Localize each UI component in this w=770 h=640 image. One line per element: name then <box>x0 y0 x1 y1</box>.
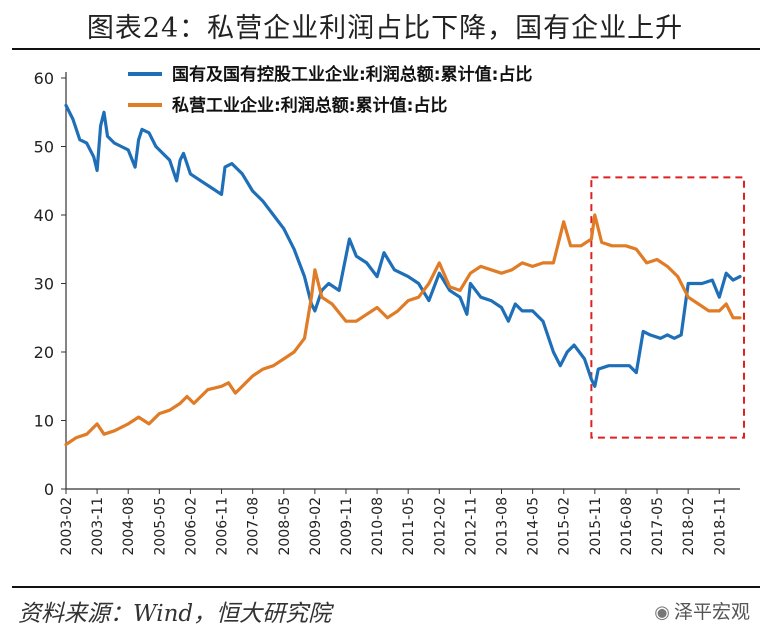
x-tick-label: 2016-08 <box>619 497 635 556</box>
x-tick-label: 2009-11 <box>339 497 355 556</box>
chart-title: 图表24：私营企业利润占比下降，国有企业上升 <box>86 13 684 44</box>
x-tick-label: 2009-02 <box>308 497 324 556</box>
x-tick-label: 2004-08 <box>121 497 137 556</box>
series-lines <box>64 103 742 447</box>
x-axis-ticks: 2003-02 2003-11 2004-08 2005-05 2006-02 2006-… <box>59 489 728 556</box>
x-tick-label: 2012-11 <box>463 497 479 555</box>
x-tick-label: 2012-02 <box>432 497 448 556</box>
chart-axes <box>65 72 740 490</box>
x-tick-label: 2006-11 <box>215 497 231 556</box>
x-tick-label: 2003-11 <box>90 497 106 556</box>
legend-label-private: 私营工业企业:利润总额:累计值:占比 <box>172 95 447 116</box>
series-line-state-owned <box>64 103 742 388</box>
x-tick-label: 2006-02 <box>183 497 199 556</box>
x-tick-label: 2011-05 <box>401 497 417 556</box>
x-tick-label: 2017-05 <box>650 497 666 556</box>
x-tick-label: 2018-11 <box>712 497 728 556</box>
source-note: 资料来源：Wind，恒大研究院 <box>18 601 332 627</box>
x-tick-label: 2010-08 <box>370 497 386 556</box>
y-tick-label: 50 <box>34 138 54 157</box>
y-tick-label: 20 <box>34 343 54 362</box>
legend-label-state: 国有及国有控股工业企业:利润总额:累计值:占比 <box>172 64 532 85</box>
y-axis-ticks: 0 10 20 30 40 50 60 <box>34 69 66 499</box>
x-tick-label: 2007-08 <box>246 497 262 556</box>
title-underline <box>12 48 760 50</box>
x-tick-label: 2005-05 <box>152 497 168 556</box>
footer-rule <box>12 586 760 588</box>
wechat-icon: ◉ <box>654 602 670 623</box>
y-tick-label: 0 <box>44 480 54 499</box>
x-tick-label: 2013-08 <box>495 497 511 556</box>
y-tick-label: 60 <box>34 69 54 88</box>
series-line-private <box>64 213 742 447</box>
x-tick-label: 2018-02 <box>681 497 697 556</box>
x-tick-label: 2003-02 <box>59 497 75 556</box>
x-tick-label: 2014-05 <box>526 497 542 556</box>
highlight-box <box>590 176 745 439</box>
y-tick-label: 10 <box>34 412 54 431</box>
y-tick-label: 40 <box>34 206 54 225</box>
watermark-text: 泽平宏观 <box>673 601 750 623</box>
x-tick-label: 2015-11 <box>588 497 604 556</box>
highlight-region <box>590 176 745 439</box>
y-tick-label: 30 <box>34 275 54 294</box>
line-chart: 0 10 20 30 40 50 60 2003-02 2003-11 2004-08 2005-… <box>34 64 745 556</box>
x-tick-label: 2015-02 <box>557 497 573 556</box>
chart-legend: 国有及国有控股工业企业:利润总额:累计值:占比 私营工业企业:利润总额:累计值:… <box>128 64 532 116</box>
x-tick-label: 2008-05 <box>277 497 293 556</box>
watermark: ◉ 泽平宏观 <box>654 597 750 624</box>
